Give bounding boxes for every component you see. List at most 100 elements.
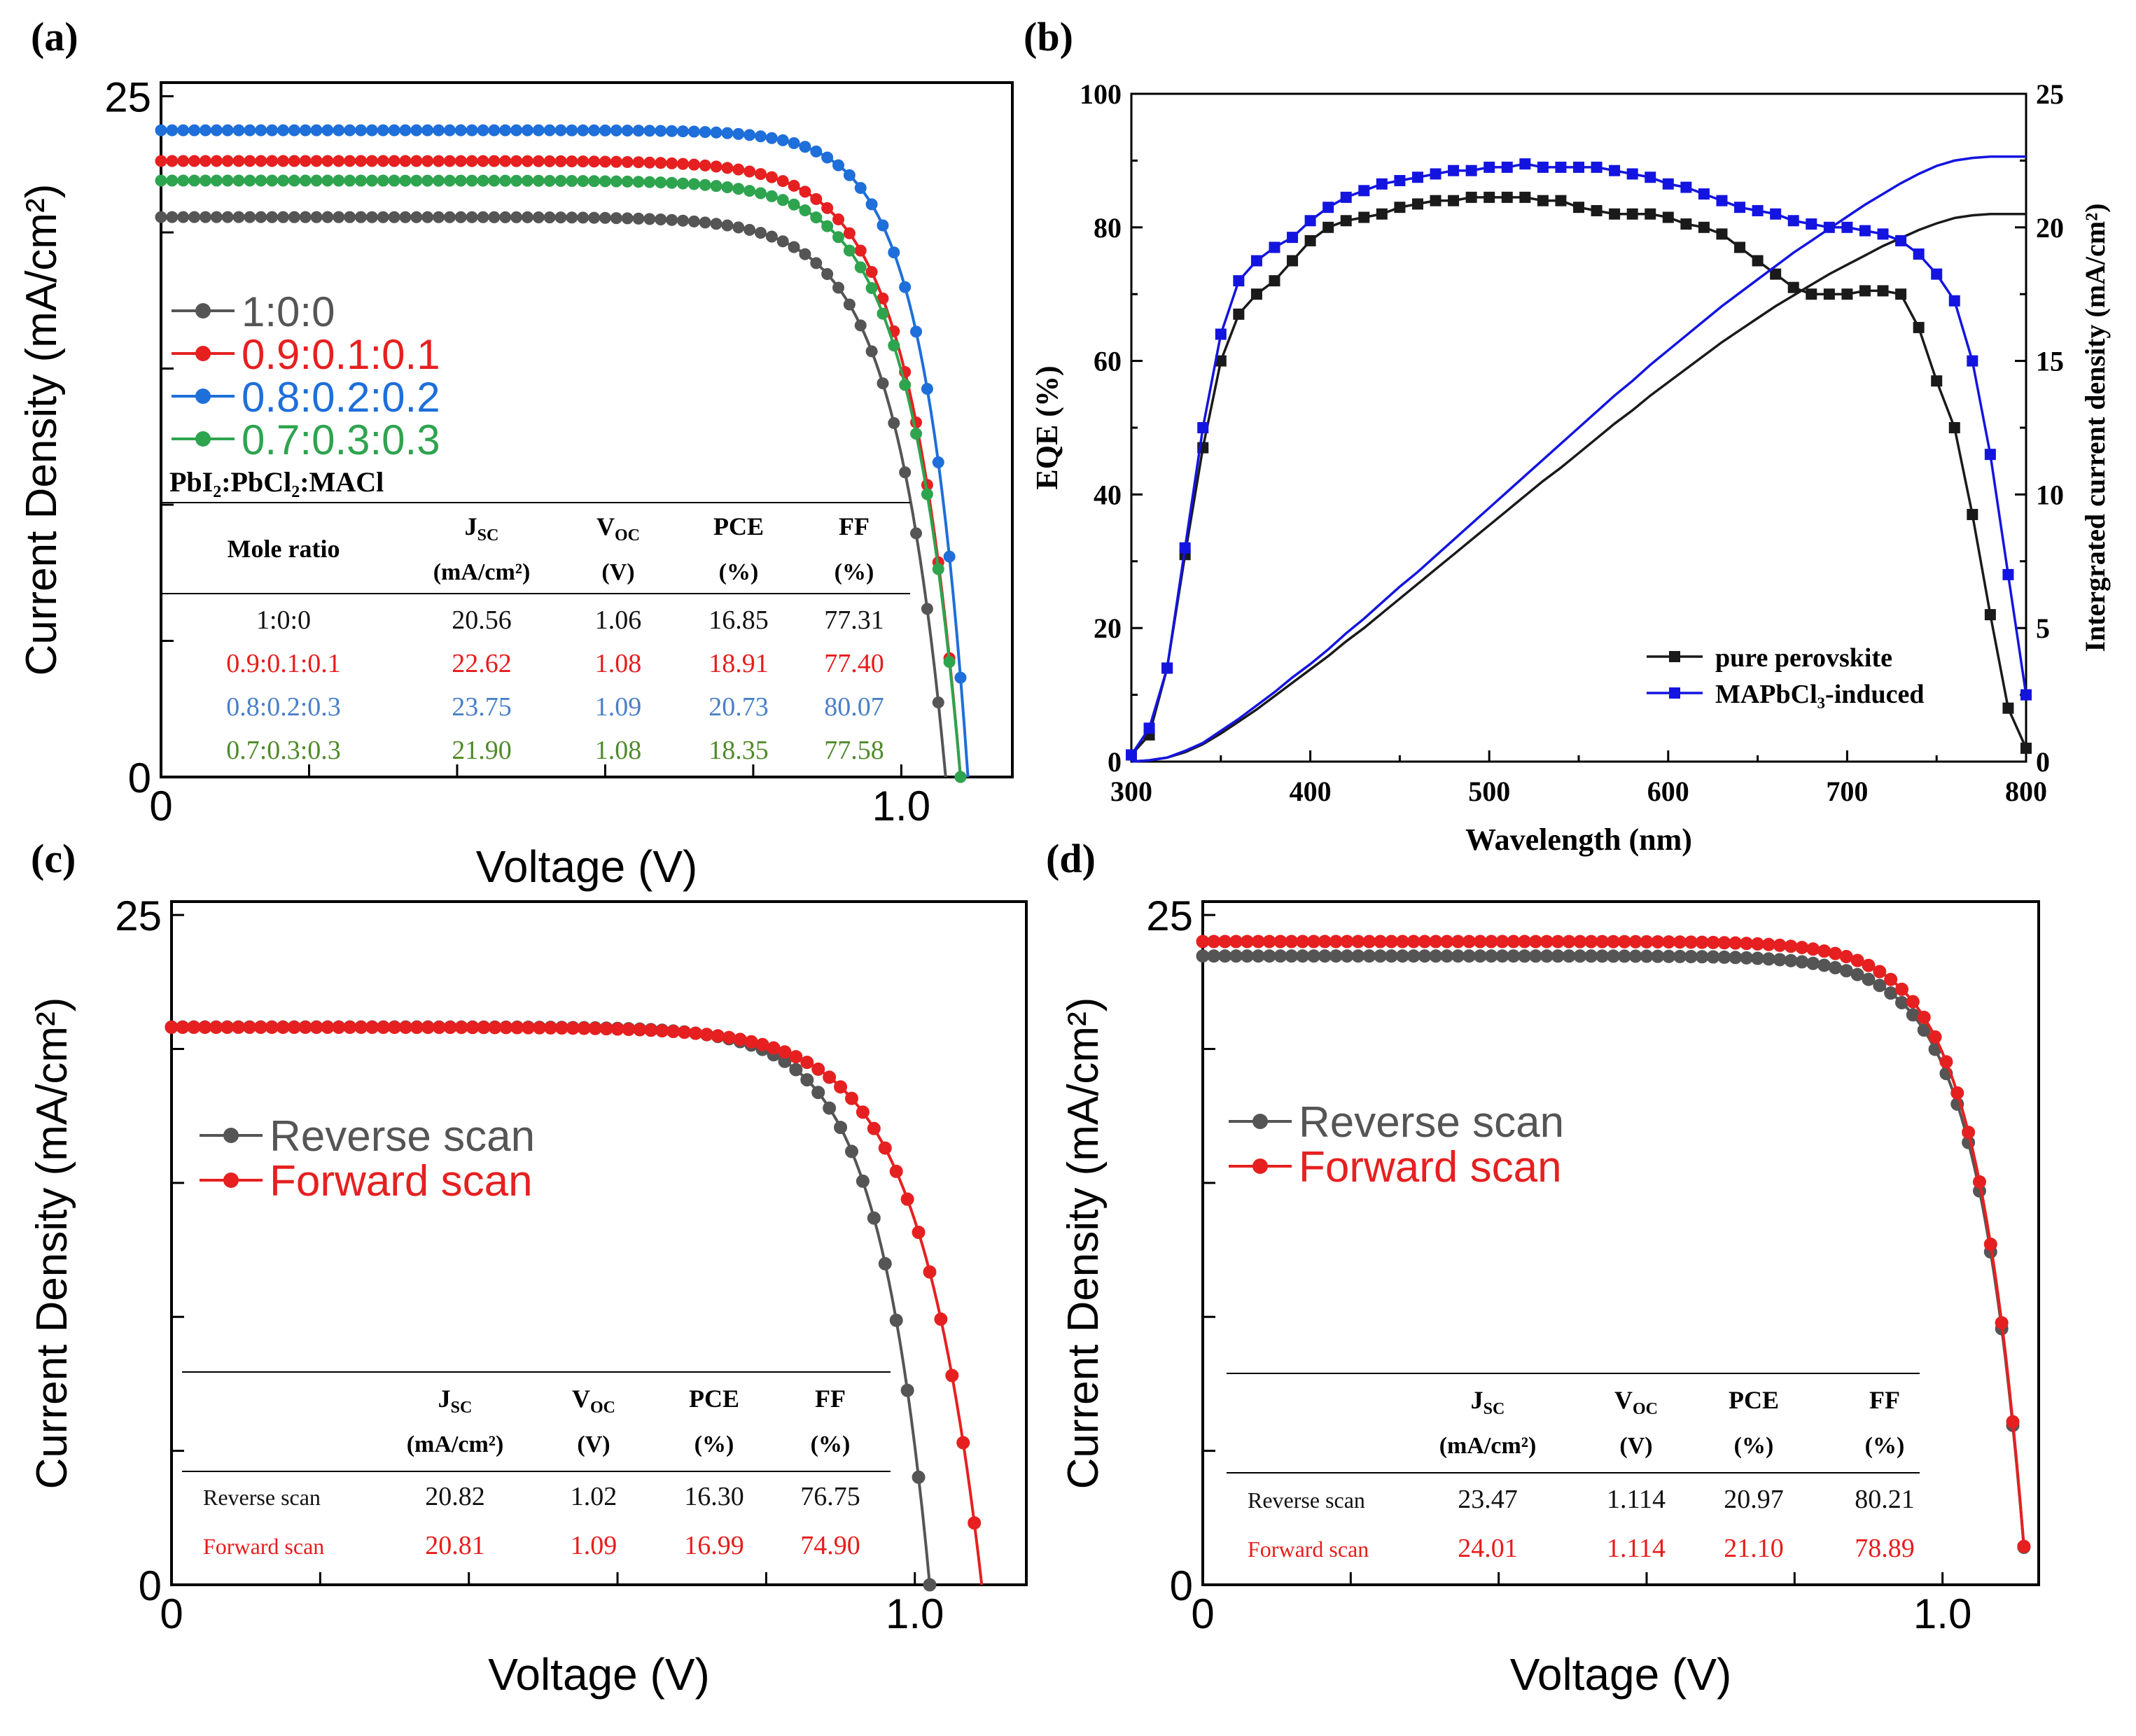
data-point — [532, 155, 545, 167]
table-header-unit: (%) — [1734, 1433, 1774, 1459]
data-point — [1773, 938, 1787, 952]
data-point — [754, 227, 767, 239]
data-point — [1939, 1055, 1953, 1069]
data-point — [788, 241, 800, 253]
data-point — [155, 155, 167, 167]
eqe-point — [1662, 211, 1674, 223]
data-point — [532, 211, 545, 223]
data-point — [1662, 949, 1676, 963]
table-cell: Forward scan — [1248, 1536, 1369, 1562]
data-point — [599, 211, 611, 224]
data-point — [687, 178, 700, 190]
data-point — [889, 1313, 903, 1327]
eqe-point — [1823, 288, 1835, 300]
data-point — [599, 155, 611, 168]
data-point — [199, 124, 211, 136]
data-point — [344, 211, 356, 223]
data-point — [776, 235, 789, 248]
x-tick-label: 700 — [1826, 776, 1868, 807]
data-point — [789, 1063, 803, 1077]
eqe-point — [1501, 161, 1513, 173]
data-point — [632, 125, 645, 137]
table-cell: 18.91 — [708, 649, 769, 678]
data-point — [1806, 942, 1820, 956]
data-point — [1473, 949, 1487, 963]
legend-label: Forward scan — [1299, 1143, 1562, 1191]
data-point — [1340, 934, 1354, 948]
eqe-point — [1770, 268, 1782, 280]
eqe-point — [1877, 228, 1889, 240]
data-point — [554, 124, 567, 136]
data-point — [566, 124, 578, 136]
panel-label: (b) — [1024, 14, 1073, 59]
eqe-point — [1734, 202, 1746, 214]
data-point — [199, 211, 211, 223]
data-point — [1406, 949, 1420, 963]
data-point — [177, 155, 190, 167]
eqe-point — [2002, 568, 2014, 580]
data-point — [744, 223, 756, 236]
data-point — [1207, 934, 1221, 948]
data-point — [1628, 934, 1642, 948]
data-point — [543, 124, 556, 136]
data-point — [710, 180, 723, 192]
data-point — [188, 155, 201, 167]
data-point — [643, 213, 656, 225]
legend-label: Reverse scan — [270, 1112, 535, 1161]
data-point — [244, 174, 256, 187]
table-header-unit: (V) — [601, 559, 634, 585]
table-cell: 77.58 — [824, 736, 884, 765]
data-point — [588, 1021, 602, 1035]
data-point — [1817, 944, 1831, 958]
eqe-point — [1376, 208, 1388, 220]
data-point — [1839, 964, 1853, 978]
data-point — [354, 1021, 368, 1035]
data-point — [1662, 935, 1676, 949]
data-point — [811, 1062, 825, 1076]
x-tick-label: 0 — [149, 783, 172, 830]
table-header-unit: (%) — [1865, 1433, 1905, 1459]
data-point — [921, 383, 933, 396]
eqe-point — [1287, 232, 1299, 244]
data-point — [1695, 950, 1709, 964]
data-point — [910, 527, 923, 540]
eqe-point — [1573, 161, 1584, 173]
data-point — [854, 244, 867, 257]
data-point — [499, 211, 512, 223]
table-cell: 20.82 — [425, 1482, 485, 1511]
data-point — [1617, 949, 1631, 963]
data-point — [188, 124, 201, 136]
data-point — [621, 175, 634, 188]
legend-marker — [223, 1128, 239, 1143]
data-point — [488, 174, 501, 187]
data-point — [488, 155, 501, 167]
x-tick-label: 400 — [1290, 776, 1332, 807]
y-axis-label: EQE (%) — [1030, 365, 1064, 489]
table-cell: 80.07 — [824, 692, 884, 722]
eqe-point — [1859, 225, 1871, 237]
panel-a: (a) 0 25 0 1.0 Voltage (V) Current Density (mA… — [18, 14, 1014, 892]
table-cell: 20.73 — [708, 692, 769, 722]
x-tick-label: 0 — [1191, 1590, 1214, 1637]
data-point — [288, 211, 300, 223]
data-point — [621, 125, 634, 137]
data-point — [1306, 934, 1320, 948]
eqe-point — [1841, 288, 1853, 300]
data-point — [655, 213, 667, 225]
table-header-subscript: OC — [615, 526, 640, 545]
data-point — [1329, 949, 1343, 963]
data-point — [889, 1164, 903, 1178]
data-point — [521, 124, 533, 136]
data-point — [588, 211, 601, 224]
data-point — [921, 603, 933, 615]
data-point — [166, 174, 179, 187]
data-point — [433, 174, 445, 187]
data-point — [1862, 958, 1876, 972]
data-point — [577, 155, 589, 168]
data-point — [765, 132, 778, 144]
eqe-point — [1698, 188, 1710, 200]
data-point — [1839, 950, 1853, 964]
data-point — [1617, 934, 1631, 948]
integrated-line — [1131, 212, 2026, 763]
